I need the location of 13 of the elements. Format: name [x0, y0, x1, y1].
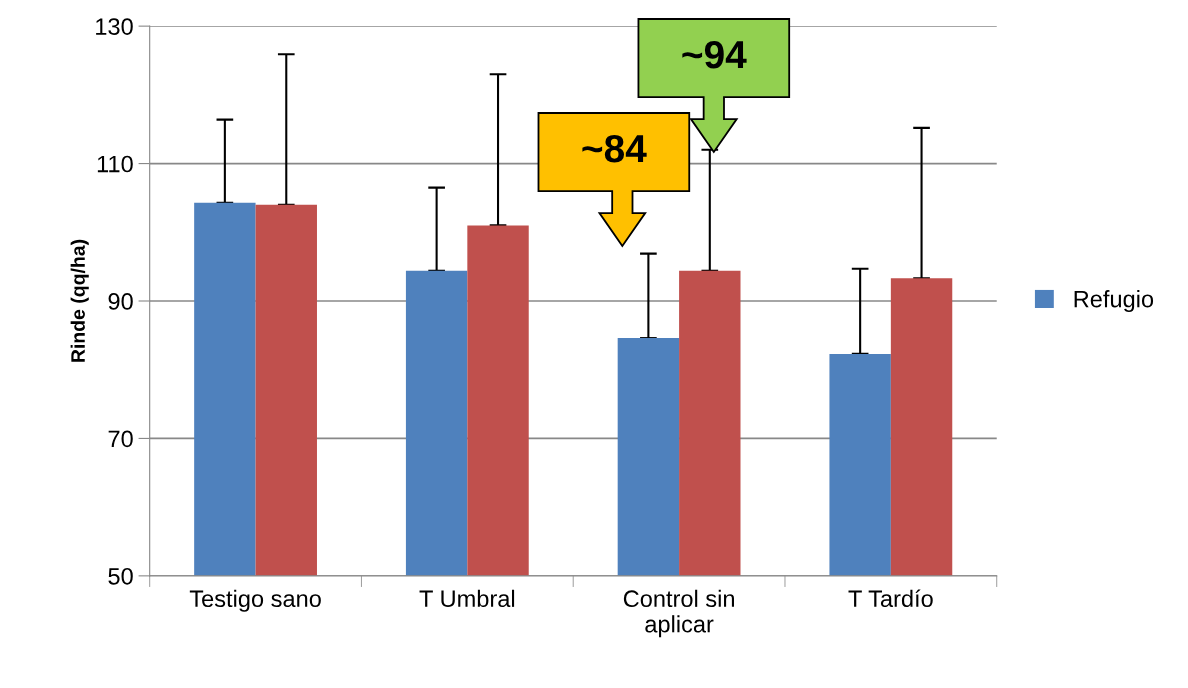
- legend-label: Refugio: [1074, 290, 1154, 313]
- y-tick-label: 130: [96, 18, 133, 35]
- annotation: ~84: [582, 134, 647, 163]
- y-axis-title: Rinde (qq/ha): [70, 239, 89, 362]
- annotation: ~94: [682, 40, 747, 69]
- x-tick-label: T Tardío: [848, 589, 933, 608]
- y-tick-label: 90: [108, 293, 133, 310]
- y-tick-label: 50: [108, 567, 133, 585]
- x-tick-label: Control sin aplicar: [623, 589, 734, 638]
- y-tick-label: 110: [97, 155, 133, 173]
- x-tick-label: Testigo sano: [189, 589, 321, 612]
- y-tick-label: 70: [108, 430, 133, 448]
- x-tick-label: T Umbral: [419, 589, 515, 608]
